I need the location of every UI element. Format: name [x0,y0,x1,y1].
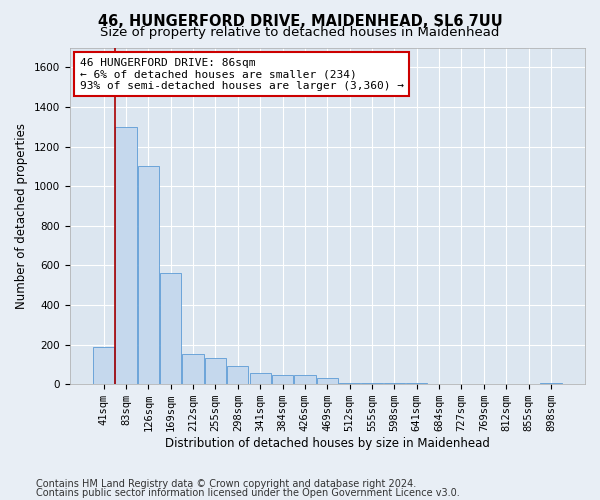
Bar [384,383,405,384]
Bar [294,376,316,384]
Text: Size of property relative to detached houses in Maidenhead: Size of property relative to detached ho… [100,26,500,39]
Text: Contains public sector information licensed under the Open Government Licence v3: Contains public sector information licen… [36,488,460,498]
Bar [361,383,383,384]
Bar [205,358,226,384]
Bar [339,383,360,384]
Bar [93,346,114,384]
Bar [227,366,248,384]
Bar [182,354,203,384]
Bar [160,274,181,384]
Bar [406,383,427,384]
Text: 46 HUNGERFORD DRIVE: 86sqm
← 6% of detached houses are smaller (234)
93% of semi: 46 HUNGERFORD DRIVE: 86sqm ← 6% of detac… [80,58,404,91]
X-axis label: Distribution of detached houses by size in Maidenhead: Distribution of detached houses by size … [165,437,490,450]
Bar [317,378,338,384]
Y-axis label: Number of detached properties: Number of detached properties [15,123,28,309]
Text: Contains HM Land Registry data © Crown copyright and database right 2024.: Contains HM Land Registry data © Crown c… [36,479,416,489]
Bar [272,376,293,384]
Bar [250,374,271,384]
Bar [541,383,562,384]
Text: 46, HUNGERFORD DRIVE, MAIDENHEAD, SL6 7UU: 46, HUNGERFORD DRIVE, MAIDENHEAD, SL6 7U… [98,14,502,29]
Bar [137,166,159,384]
Bar [115,126,137,384]
